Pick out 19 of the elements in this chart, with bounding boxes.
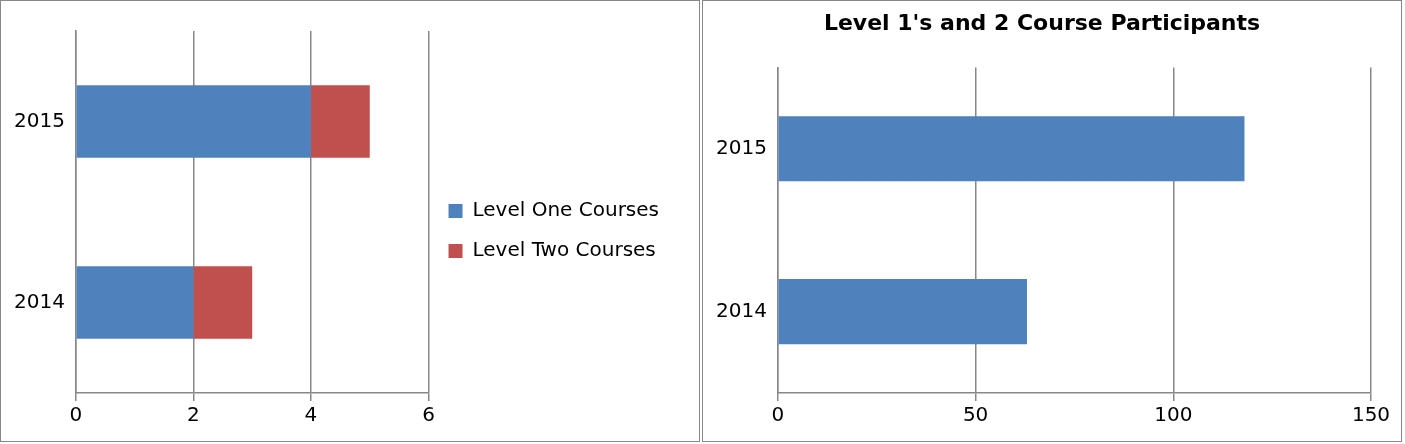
x-tick-label: 150 [1351, 402, 1391, 427]
y-tick-label: 2014 [13, 288, 65, 313]
x-tick-label: 0 [69, 402, 83, 427]
x-tick-label: 6 [422, 402, 435, 427]
bar [310, 85, 370, 158]
legend-label: Level Two Courses [472, 237, 656, 262]
x-tick-label: 100 [1154, 402, 1193, 427]
bar [193, 266, 253, 339]
bar [76, 85, 311, 158]
x-tick-label: 50 [962, 402, 989, 427]
legend-label: Level One Courses [472, 197, 660, 222]
y-tick-label: 2014 [715, 297, 767, 322]
chart-title: Level 1's and 2 Course Participants [823, 9, 1261, 35]
bar [76, 266, 194, 339]
x-tick-label: 2 [187, 402, 200, 427]
y-tick-label: 2015 [715, 135, 767, 159]
y-tick-label: 2015 [13, 107, 65, 132]
x-tick-label: 4 [304, 402, 318, 427]
x-tick-label: 0 [771, 402, 785, 427]
